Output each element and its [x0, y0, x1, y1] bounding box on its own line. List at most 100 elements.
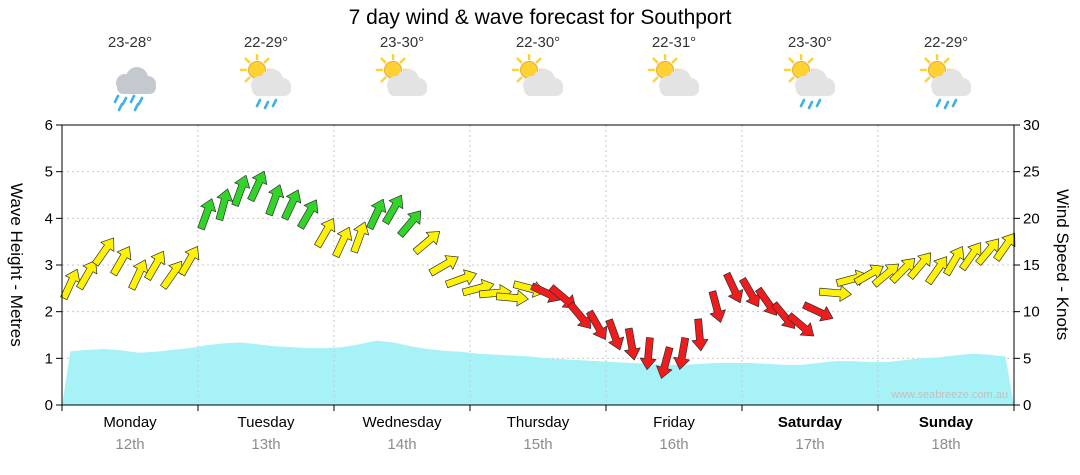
- right-axis-tick-label: 30: [1023, 117, 1040, 134]
- wind-arrow: [76, 260, 98, 291]
- day-name-label: Wednesday: [362, 414, 442, 431]
- day-date-label: 15th: [523, 436, 553, 453]
- cloud-glyph: [387, 69, 427, 96]
- wind-arrow: [639, 337, 657, 370]
- cloud-glyph: [251, 69, 291, 96]
- wind-arrow: [297, 199, 319, 230]
- wind-arrow: [656, 346, 674, 379]
- day-date-label: 18th: [931, 436, 961, 453]
- day-labels-row: Monday 12th Tuesday 13th Wednesday 14th Thursd…: [62, 414, 1014, 453]
- day-name-label: Monday: [103, 414, 157, 431]
- wind-arrow: [178, 246, 200, 277]
- wind-arrow: [110, 246, 132, 277]
- wind-arrow: [314, 218, 336, 249]
- day-label-monday: Monday 12th: [62, 414, 198, 453]
- day-name-label: Friday: [653, 414, 695, 431]
- chart-title: 7 day wind & wave forecast for Southport: [348, 6, 732, 29]
- day-headers-row: 23-28° 22-29° 23-30° 22-30° 22-31° 23-30° 22-2…: [62, 34, 1014, 112]
- wind-arrow: [412, 231, 441, 256]
- left-axis-tick-label: 4: [45, 210, 53, 227]
- temperature-range-label: 23-30°: [787, 34, 833, 51]
- wind-arrow: [247, 170, 268, 203]
- temperature-range-label: 23-28°: [107, 34, 153, 51]
- cloud-glyph: [523, 69, 563, 96]
- left-axis-title: Wave Height - Metres: [7, 183, 26, 347]
- sun-cloud-icon: [375, 54, 427, 96]
- wind-arrow: [708, 290, 726, 323]
- wind-arrow: [197, 198, 217, 231]
- day-header-wednesday: 23-30°: [334, 34, 470, 112]
- wind-arrow: [382, 194, 404, 225]
- day-header-friday: 22-31°: [606, 34, 742, 112]
- wind-arrow: [265, 184, 285, 217]
- wind-arrow: [366, 198, 387, 231]
- day-label-friday: Friday 16th: [606, 414, 742, 453]
- temperature-range-label: 23-30°: [379, 34, 425, 51]
- sun-cloud-icon: [647, 54, 699, 96]
- wind-arrow: [907, 252, 932, 280]
- right-axis-tick-label: 25: [1023, 164, 1040, 181]
- temperature-range-label: 22-30°: [515, 34, 561, 51]
- day-date-label: 13th: [251, 436, 281, 453]
- wind-arrow: [144, 250, 166, 281]
- wind-arrow: [624, 327, 641, 361]
- sun-cloud-rain-icon: [239, 54, 291, 110]
- right-axis-tick-label: 5: [1023, 350, 1031, 367]
- wind-arrow: [818, 285, 852, 302]
- right-axis-tick-label: 15: [1023, 257, 1040, 274]
- day-date-label: 16th: [659, 436, 689, 453]
- wind-arrow: [723, 271, 744, 304]
- day-header-saturday: 23-30°: [742, 34, 878, 112]
- day-name-label: Saturday: [777, 414, 843, 431]
- cloud-glyph: [116, 67, 156, 94]
- left-axis-tick-label: 6: [45, 117, 53, 134]
- sun-cloud-icon: [511, 54, 563, 96]
- wind-arrow: [332, 226, 353, 259]
- wind-arrow: [428, 255, 459, 277]
- wind-arrow: [397, 210, 422, 238]
- day-label-saturday: Saturday 17th: [742, 414, 878, 453]
- day-date-label: 17th: [795, 436, 825, 453]
- day-header-tuesday: 22-29°: [198, 34, 334, 112]
- day-name-label: Sunday: [918, 414, 974, 431]
- wind-arrow: [350, 221, 370, 254]
- day-date-label: 12th: [115, 436, 145, 453]
- day-name-label: Thursday: [506, 414, 570, 431]
- day-label-sunday: Sunday 18th: [878, 414, 1014, 453]
- wind-arrow: [281, 189, 302, 221]
- wind-arrow: [786, 312, 815, 337]
- temperature-range-label: 22-29°: [923, 34, 969, 51]
- day-name-label: Tuesday: [237, 414, 295, 431]
- wind-arrow: [231, 174, 251, 207]
- wave-height-area: [62, 340, 1014, 405]
- wind-arrow: [673, 336, 690, 370]
- left-axis-tick-label: 3: [45, 257, 53, 274]
- wind-arrow: [802, 301, 834, 322]
- sun-cloud-rain-icon: [783, 54, 835, 110]
- rain-cloud-icon: [113, 67, 156, 112]
- sun-cloud-rain-icon: [919, 54, 971, 110]
- right-axis-tick-label: 20: [1023, 210, 1040, 227]
- wind-arrow: [444, 269, 477, 289]
- cloud-glyph: [659, 69, 699, 96]
- day-label-thursday: Thursday 15th: [470, 414, 606, 453]
- temperature-range-label: 22-29°: [243, 34, 289, 51]
- wind-arrow: [605, 318, 625, 351]
- cloud-glyph: [795, 69, 835, 96]
- wind-arrow: [943, 246, 965, 277]
- day-date-label: 14th: [387, 436, 417, 453]
- temperature-range-label: 22-31°: [651, 34, 697, 51]
- left-axis-tick-label: 2: [45, 304, 53, 321]
- day-header-sunday: 22-29°: [878, 34, 1014, 112]
- right-axis-tick-label: 10: [1023, 304, 1040, 321]
- wind-arrow: [215, 188, 233, 222]
- day-header-monday: 23-28°: [62, 34, 198, 112]
- right-axis-tick-label: 0: [1023, 397, 1031, 414]
- wind-arrow: [548, 284, 577, 309]
- left-axis-tick-label: 1: [45, 350, 53, 367]
- left-axis-tick-label: 5: [45, 164, 53, 181]
- day-label-wednesday: Wednesday 14th: [334, 414, 470, 453]
- right-axis-title: Wind Speed - Knots: [1053, 189, 1072, 341]
